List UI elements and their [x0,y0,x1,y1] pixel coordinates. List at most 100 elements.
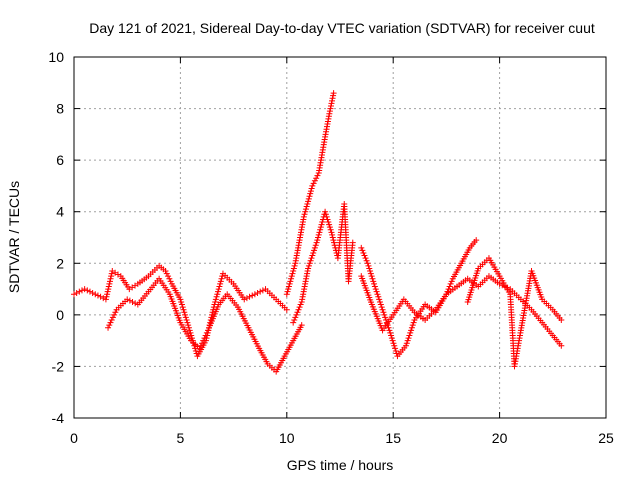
data-point-marker [388,335,395,342]
data-point-marker [124,296,131,303]
grid [74,57,606,418]
data-point-marker [317,226,324,233]
data-point-marker [290,319,297,326]
data-point-marker [132,300,139,307]
data-point-marker [304,200,311,207]
data-point-marker [286,280,293,287]
data-point-marker [307,257,314,264]
data-point-marker [364,260,371,267]
data-point-marker [305,198,312,205]
data-point-marker [293,311,300,318]
data-point-marker [444,288,451,295]
data-point-marker [202,332,209,339]
data-point-marker [184,319,191,326]
data-point-marker [104,288,111,295]
data-point-marker [305,195,312,202]
data-point-marker [386,327,393,334]
data-point-marker [367,268,374,275]
data-point-marker [317,224,324,231]
data-point-marker [448,278,455,285]
data-point-marker [393,350,400,357]
data-point-marker [107,275,114,282]
data-point-marker [106,322,113,329]
data-point-marker [246,293,253,300]
data-point-marker [192,347,199,354]
x-tick-label: 10 [279,430,295,446]
data-point-marker [313,239,320,246]
data-point-marker [111,311,118,318]
data-point-marker [447,280,454,287]
data-point-marker [291,262,298,269]
data-point-marker [361,252,368,259]
data-point-marker [405,335,412,342]
x-tick-label: 15 [385,430,401,446]
data-point-marker [186,327,193,334]
data-point-marker [213,293,220,300]
data-point-marker [378,304,385,311]
data-point-marker [182,311,189,318]
data-point-marker [329,97,336,104]
y-tick-label: 10 [48,49,64,65]
data-point-marker [295,306,302,313]
data-point-marker [167,278,174,285]
data-point-marker [92,291,99,298]
data-point-marker [289,270,296,277]
data-point-marker [97,293,104,300]
data-point-marker [311,244,318,251]
data-point-marker [328,100,335,107]
data-point-marker [200,337,207,344]
data-point-marker [249,292,256,299]
data-point-marker [373,288,380,295]
data-point-marker [360,249,367,256]
data-point-marker [324,216,331,223]
data-point-marker [288,275,295,282]
data-point-marker [313,175,320,182]
data-point-marker [329,231,336,238]
data-point-marker [377,301,384,308]
data-point-marker [331,239,338,246]
data-point-marker [382,314,389,321]
data-point-marker [306,260,313,267]
data-point-marker [327,226,334,233]
data-point-marker [102,296,109,303]
data-point-marker [219,273,226,280]
series-6 [464,255,565,370]
data-point-marker [129,298,136,305]
data-point-marker [410,319,417,326]
data-point-marker [84,287,91,294]
data-point-marker [251,291,258,298]
data-point-marker [215,286,222,293]
data-point-marker [112,309,119,316]
data-point-marker [311,177,318,184]
data-point-marker [76,288,83,295]
data-point-marker [558,317,565,324]
data-point-marker [308,255,315,262]
data-point-marker [241,296,248,303]
data-point-marker [312,242,319,249]
data-point-marker [387,329,394,336]
data-point-marker [217,278,224,285]
data-point-marker [298,322,305,329]
data-point-marker [376,296,383,303]
x-tick-label: 20 [492,430,508,446]
data-point-marker [177,296,184,303]
data-point-marker [406,332,413,339]
data-point-marker [314,237,321,244]
x-tick-label: 5 [177,430,185,446]
data-point-marker [94,292,101,299]
data-point-marker [201,335,208,342]
data-point-marker [257,288,264,295]
data-point-marker [407,329,414,336]
data-point-marker [408,324,415,331]
data-point-marker [329,234,336,241]
data-point-marker [191,342,198,349]
data-point-marker [309,182,316,189]
data-point-marker [349,239,356,246]
data-point-marker [325,219,332,226]
data-point-marker [323,213,330,220]
data-point-marker [187,329,194,336]
data-point-marker [106,278,113,285]
data-point-marker [473,237,480,244]
y-tick-label: 4 [56,204,64,220]
data-point-marker [369,275,376,282]
